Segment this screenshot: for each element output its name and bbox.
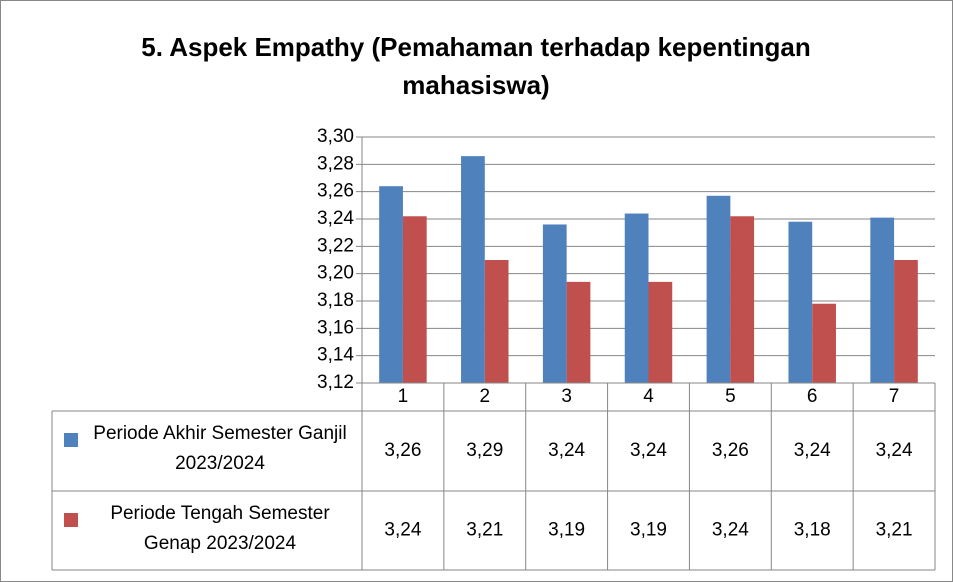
bar [624, 213, 649, 383]
x-tick-label: 6 [807, 386, 818, 407]
x-tick-label: 2 [479, 386, 490, 407]
legend-marker [64, 513, 78, 527]
bar [648, 281, 673, 383]
y-tick-label: 3,14 [317, 345, 354, 366]
bar [566, 281, 591, 383]
table-value: 3,24 [630, 440, 667, 461]
y-tick-label: 3,18 [317, 290, 354, 311]
bar [402, 216, 427, 383]
legend-box: Periode Akhir Semester Ganjil 2023/2024 [93, 423, 347, 474]
table-value: 3,24 [548, 440, 585, 461]
x-tick-label: 5 [725, 386, 736, 407]
legend-label: Periode Tengah Semester Genap 2023/2024 [110, 503, 330, 554]
bar [894, 260, 918, 383]
table-value: 3,19 [548, 520, 585, 541]
bar [379, 186, 403, 383]
chart-title: 5. Aspek Empathy (Pemahaman terhadap kep… [141, 32, 811, 100]
y-tick-label: 3,22 [317, 235, 354, 256]
table-value: 3,24 [384, 520, 421, 541]
bar [706, 195, 731, 383]
table-value: 3,24 [794, 440, 831, 461]
bar [788, 221, 813, 383]
table-value: 3,21 [466, 520, 503, 541]
table-value: 3,29 [466, 440, 503, 461]
bar [461, 156, 485, 383]
table-value: 3,18 [794, 520, 831, 541]
legend-label: Periode Akhir Semester Ganjil 2023/2024 [93, 423, 347, 474]
bar [812, 303, 836, 383]
y-tick-label: 3,26 [317, 181, 354, 202]
table-value: 3,26 [712, 440, 749, 461]
y-tick-label: 3,24 [317, 208, 354, 229]
x-tick-label: 4 [643, 386, 654, 407]
table-value: 3,19 [630, 520, 667, 541]
y-tick-label: 3,30 [317, 126, 354, 147]
table-value: 3,26 [384, 440, 421, 461]
bar [542, 224, 567, 383]
y-tick-label: 3,28 [317, 153, 354, 174]
y-tick-label: 3,12 [317, 372, 354, 393]
table-value: 3,21 [876, 520, 913, 541]
x-tick-label: 1 [398, 386, 409, 407]
title-box: 5. Aspek Empathy (Pemahaman terhadap kep… [141, 32, 811, 100]
bar [730, 216, 755, 383]
legend-marker [64, 433, 78, 447]
bar [484, 260, 509, 383]
table-value: 3,24 [876, 440, 913, 461]
x-tick-label: 7 [889, 386, 900, 407]
y-tick-label: 3,20 [317, 263, 354, 284]
table-value: 3,24 [712, 520, 749, 541]
bar [870, 217, 895, 383]
legend-box: Periode Tengah Semester Genap 2023/2024 [110, 503, 330, 554]
x-tick-label: 3 [561, 386, 572, 407]
y-tick-label: 3,16 [317, 317, 354, 338]
